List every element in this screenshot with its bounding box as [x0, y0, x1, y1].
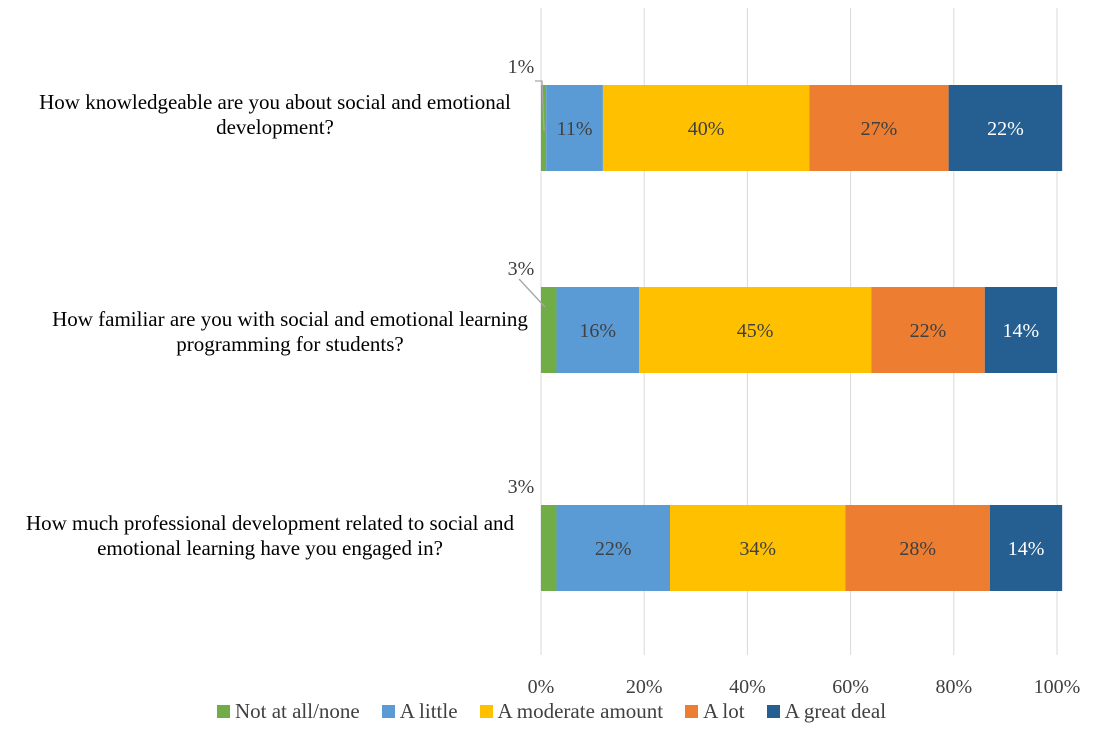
- legend-label: A moderate amount: [497, 699, 664, 723]
- legend-swatch: [766, 705, 780, 718]
- category-label-professional-development: How much professional development relate…: [25, 511, 515, 560]
- bar-segment: [989, 505, 1063, 591]
- data-label: 22%: [910, 320, 947, 342]
- bar-segment: [948, 85, 1063, 171]
- data-label: 1%: [508, 56, 535, 78]
- x-tick-label: 20%: [626, 676, 663, 698]
- bar-segment: [871, 287, 985, 373]
- bar-segment: [845, 505, 990, 591]
- x-tick-label: 100%: [1034, 676, 1081, 698]
- data-label: 28%: [899, 538, 936, 560]
- data-label: 3%: [508, 258, 535, 280]
- leader-line: [518, 278, 546, 308]
- bar-segment: [546, 85, 603, 171]
- bar-segment: [556, 287, 640, 373]
- data-label: 27%: [861, 118, 898, 140]
- x-tick-label: 0%: [528, 676, 555, 698]
- data-label: 16%: [579, 320, 616, 342]
- legend-swatch: [381, 705, 395, 718]
- data-label: 22%: [595, 538, 632, 560]
- x-tick-label: 80%: [935, 676, 972, 698]
- legend-swatch: [479, 705, 493, 718]
- bar-segment: [809, 85, 949, 171]
- data-label: 22%: [987, 118, 1024, 140]
- bar-segment: [639, 287, 872, 373]
- legend-label: A lot: [703, 699, 745, 723]
- leader-line: [535, 80, 545, 132]
- legend-item: A great deal: [766, 699, 887, 724]
- bar-segment: [984, 287, 1057, 373]
- data-label: 3%: [508, 476, 535, 498]
- data-label: 14%: [1003, 320, 1040, 342]
- data-label: 40%: [688, 118, 725, 140]
- bar-segment: [541, 287, 557, 373]
- x-tick-label: 40%: [729, 676, 766, 698]
- legend-swatch: [216, 705, 230, 718]
- chart-legend: Not at all/none A little A moderate amount…: [0, 699, 1103, 724]
- bar-segment: [556, 505, 670, 591]
- data-label: 45%: [737, 320, 774, 342]
- legend-item: A little: [381, 699, 458, 724]
- legend-item: A lot: [685, 699, 745, 724]
- legend-label: Not at all/none: [234, 699, 360, 723]
- category-label-knowledgeable: How knowledgeable are you about social a…: [39, 90, 511, 139]
- legend-item: Not at all/none: [216, 699, 360, 724]
- data-label: 14%: [1008, 538, 1045, 560]
- chart-plot: 0% 20% 40% 60% 80% 100% 1% 11% 40% 27% 22% 3% 16% 45%…: [508, 8, 1081, 698]
- data-label: 34%: [739, 538, 776, 560]
- x-tick-label: 60%: [832, 676, 869, 698]
- legend-item: A moderate amount: [479, 699, 664, 724]
- category-label-familiar: How familiar are you with social and emo…: [52, 307, 528, 356]
- legend-label: A little: [399, 699, 458, 723]
- data-label: 11%: [557, 118, 593, 140]
- bar-segment: [670, 505, 846, 591]
- legend-label: A great deal: [784, 699, 887, 723]
- bar-segment: [602, 85, 810, 171]
- bar-segment: [541, 505, 557, 591]
- legend-swatch: [685, 705, 699, 718]
